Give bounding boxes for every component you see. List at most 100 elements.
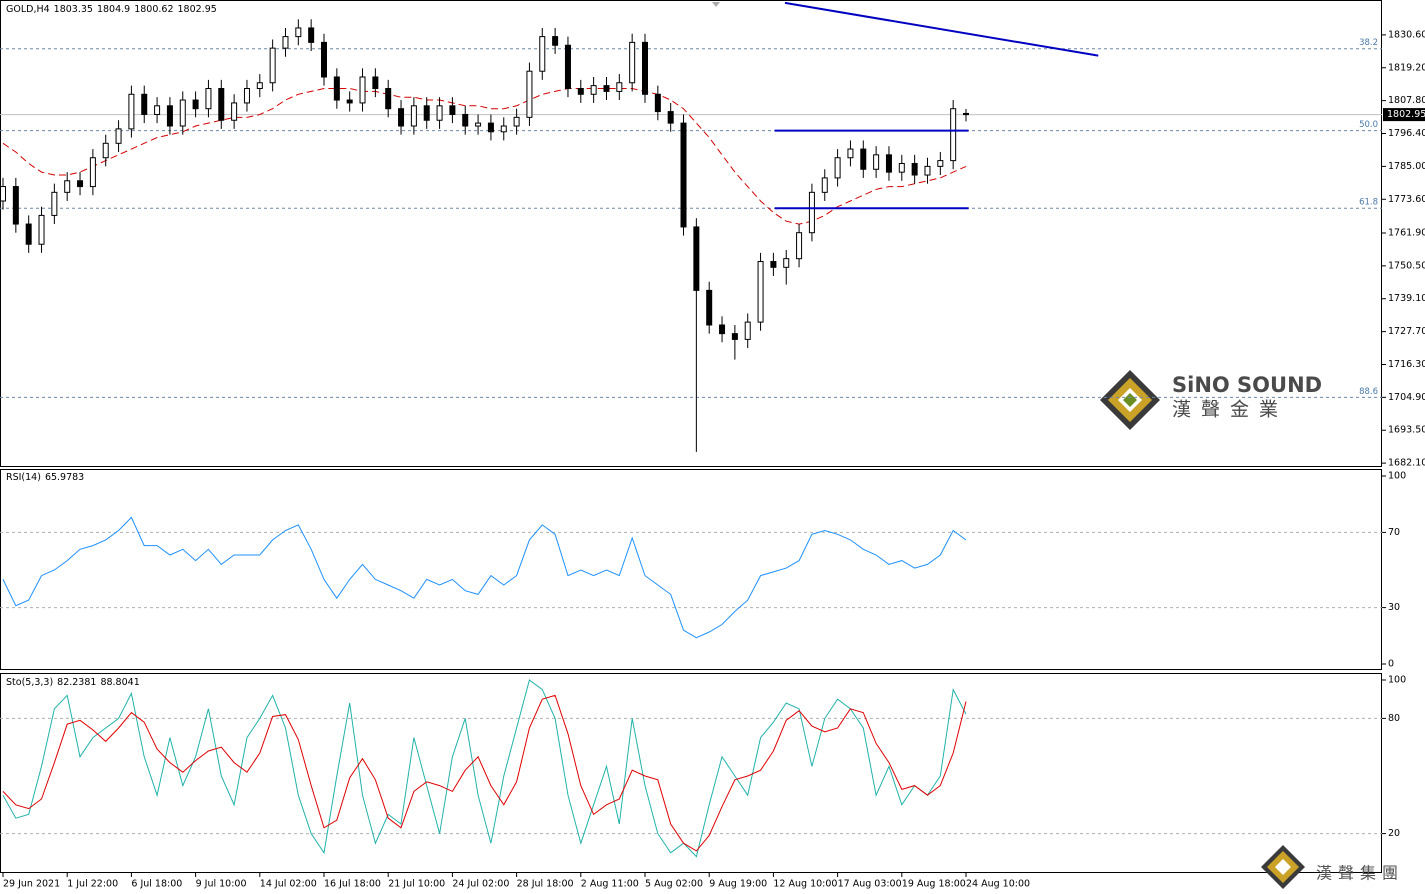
candle-body (487, 122, 494, 133)
x-tick-label: 2 Aug 11:00 (581, 879, 639, 890)
shift-marker (712, 2, 720, 7)
candle-body (885, 154, 892, 173)
y-tick-label: 1819.20 (1388, 62, 1425, 73)
y-tick-label: 1750.50 (1388, 260, 1425, 271)
candle-body (256, 82, 263, 90)
y-tick-label: 0 (1388, 659, 1394, 670)
price-header: GOLD,H4 1803.35 1804.9 1800.62 1802.95 (6, 4, 221, 15)
x-tick-label: 16 Jul 18:00 (324, 879, 381, 890)
candle-body (282, 36, 289, 49)
candle-body (693, 226, 700, 291)
candle-body (64, 180, 71, 193)
fib-label: 61.8 (1359, 198, 1378, 208)
candle-body (410, 105, 417, 127)
candle-body (12, 186, 19, 225)
y-tick-label: 1727.70 (1388, 326, 1425, 337)
fib-label: 50.0 (1359, 120, 1378, 130)
candle-body (667, 111, 674, 124)
last-low: 1800.62 (134, 4, 174, 15)
x-tick-label: 19 Aug 18:00 (902, 879, 966, 890)
candle-body (808, 191, 815, 234)
footer-logo-mark (1261, 845, 1305, 889)
y-tick-label: 1773.60 (1388, 194, 1425, 205)
watermark-brand: SiNO SOUND (1172, 373, 1322, 397)
candle-body (295, 27, 302, 38)
y-tick-label: 70 (1388, 527, 1400, 538)
candle-body (552, 36, 559, 46)
candle-body (796, 232, 803, 260)
main-panel (0, 0, 1382, 467)
indicator-line (2, 679, 967, 858)
candle-body (449, 105, 456, 115)
candle-body (603, 85, 610, 92)
current-price-box (1383, 108, 1425, 122)
x-tick-label: 28 Jul 18:00 (517, 879, 574, 890)
footer-logo-text: 漢聲集團 (1316, 864, 1404, 883)
candle-body (950, 108, 957, 162)
candle-body (731, 333, 738, 340)
y-tick-label: 30 (1388, 602, 1400, 613)
candle-body (128, 93, 135, 130)
last-high: 1804.9 (96, 4, 131, 15)
candle-body (89, 157, 96, 188)
y-tick-label: 1716.30 (1388, 359, 1425, 370)
candle-body (834, 157, 841, 179)
candle-body (77, 180, 84, 188)
fib-label: 38.2 (1359, 38, 1378, 48)
x-tick-label: 29 Jun 2021 (3, 879, 60, 890)
stochastic-signal-last: 88.8041 (100, 677, 140, 688)
y-tick-label: 100 (1388, 675, 1406, 686)
y-tick-label: 1761.90 (1388, 227, 1425, 238)
y-tick-label: 1796.40 (1388, 128, 1425, 139)
stochastic-main-last: 82.2381 (57, 677, 97, 688)
y-tick-label: 1785.00 (1388, 161, 1425, 172)
y-tick-label: 1739.10 (1388, 293, 1425, 304)
x-tick-label: 1 Jul 22:00 (67, 879, 118, 890)
moving-average (2, 88, 967, 225)
candle-body (218, 88, 225, 121)
trend-line (784, 1, 1099, 57)
x-tick-label: 14 Jul 02:00 (260, 879, 317, 890)
candle-body (25, 223, 32, 245)
x-tick-label: 6 Jul 18:00 (131, 879, 182, 890)
candle-body (564, 44, 571, 90)
candle-body (0, 186, 6, 202)
candle-body (526, 70, 533, 118)
indicator-line (2, 694, 967, 852)
candle-body (744, 321, 751, 340)
candle-body (115, 128, 122, 144)
candle-body (847, 148, 854, 159)
symbol: GOLD,H4 (6, 4, 50, 15)
candle-body (963, 112, 969, 116)
candle-body (398, 108, 405, 127)
candle-body (500, 125, 507, 133)
x-tick-label: 21 Jul 10:00 (388, 879, 445, 890)
candle-body (166, 105, 173, 127)
last-open: 1803.35 (53, 4, 93, 15)
candle-body (911, 162, 918, 176)
x-tick-label: 17 Aug 03:00 (838, 879, 902, 890)
candle-body (654, 93, 661, 113)
candle-body (770, 261, 777, 268)
watermark-logo (1100, 370, 1160, 430)
candle-body (577, 88, 584, 95)
candle-body (513, 116, 520, 127)
candle-body (333, 76, 340, 101)
candle-body (616, 82, 623, 92)
candle-body (642, 41, 648, 95)
y-tick-label: 80 (1388, 713, 1400, 724)
candle-body (102, 142, 109, 159)
fib-label: 88.6 (1359, 387, 1378, 397)
candle-body (757, 261, 764, 323)
stochastic-name: Sto(5,3,3) (6, 677, 54, 688)
stochastic-header: Sto(5,3,3) 82.2381 88.8041 (6, 677, 144, 688)
x-tick-label: 24 Aug 10:00 (966, 879, 1030, 890)
candle-body (873, 154, 880, 170)
rsi-name: RSI(14) (6, 472, 41, 483)
candle-body (436, 105, 443, 121)
candle-body (179, 99, 186, 127)
rsi-panel (0, 469, 1382, 670)
candle-body (924, 165, 931, 176)
x-tick-label: 9 Jul 10:00 (196, 879, 247, 890)
